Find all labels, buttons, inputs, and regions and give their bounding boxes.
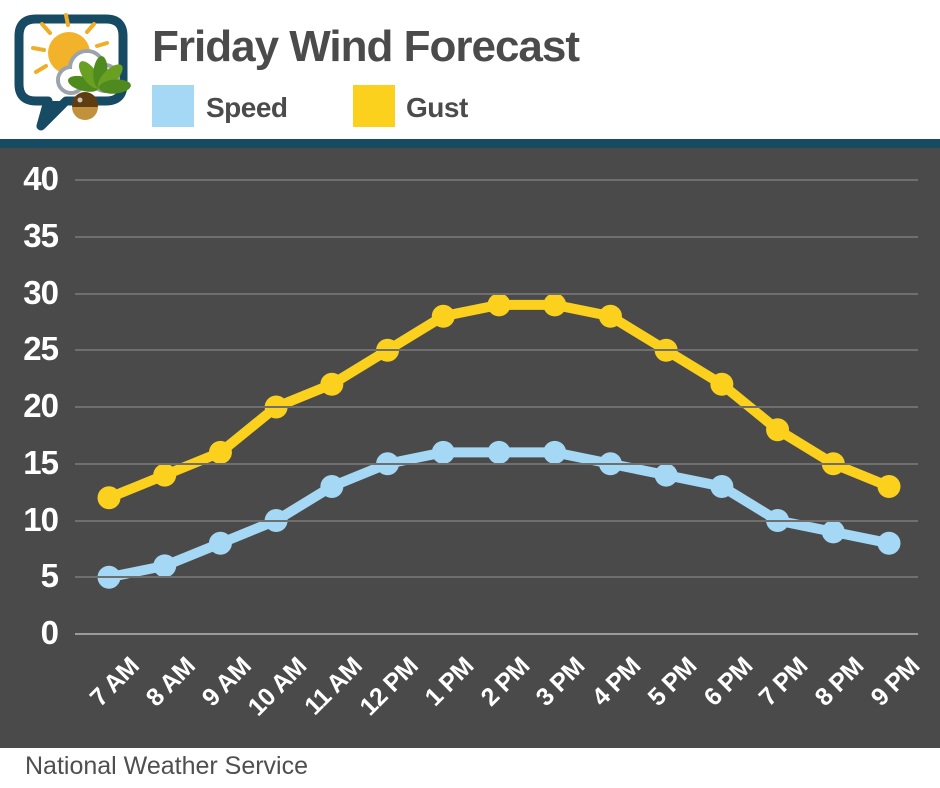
gridline bbox=[75, 462, 918, 465]
legend-label-speed: Speed bbox=[206, 92, 288, 123]
gust-data-point bbox=[598, 304, 622, 328]
gridline bbox=[75, 406, 918, 408]
gust-data-point bbox=[431, 304, 455, 328]
y-axis-label: 10 bbox=[23, 500, 59, 538]
speed-data-point bbox=[153, 554, 177, 578]
gust-data-point bbox=[877, 474, 901, 498]
gridline bbox=[75, 179, 918, 181]
speed-data-point bbox=[821, 520, 845, 544]
speed-data-point bbox=[654, 463, 678, 487]
speed-data-point bbox=[487, 440, 511, 464]
y-axis-label: 15 bbox=[23, 443, 59, 481]
y-axis-label: 0 bbox=[40, 614, 59, 651]
gust-data-point bbox=[320, 372, 344, 396]
legend-label-gust: Gust bbox=[406, 92, 468, 123]
y-axis-label: 20 bbox=[23, 387, 59, 424]
gust-line bbox=[104, 299, 894, 503]
gridline bbox=[75, 349, 918, 352]
gust-data-point bbox=[710, 372, 734, 396]
gridline bbox=[75, 292, 918, 295]
acorn-icon bbox=[72, 92, 98, 120]
gridline bbox=[75, 576, 918, 579]
gust-data-point bbox=[153, 463, 177, 487]
legend-swatch-gust bbox=[353, 85, 395, 127]
speed-data-point bbox=[431, 440, 455, 464]
speed-data-point bbox=[543, 440, 567, 464]
y-axis-label: 35 bbox=[23, 216, 59, 254]
source-attribution: National Weather Service bbox=[25, 752, 309, 780]
gridline bbox=[75, 235, 918, 238]
speed-data-point bbox=[208, 531, 232, 555]
legend-swatch-speed bbox=[152, 85, 194, 127]
gust-data-point bbox=[543, 293, 567, 317]
gust-data-point bbox=[208, 440, 232, 464]
y-axis-label: 25 bbox=[23, 330, 59, 368]
sun-icon bbox=[31, 13, 109, 74]
y-axis-label: 30 bbox=[23, 273, 59, 311]
gust-data-point bbox=[487, 293, 511, 317]
leaf-icon bbox=[67, 56, 131, 94]
chart-area: 0 5 10 15 20 25 30 35 40 7 AM 8 AM 9 AM 10 AM 11 AM 12… bbox=[0, 148, 940, 748]
nws-logo bbox=[14, 13, 131, 131]
accent-divider bbox=[0, 139, 940, 148]
speed-data-point bbox=[710, 474, 734, 498]
speed-data-point bbox=[320, 474, 344, 498]
gust-data-point bbox=[97, 486, 121, 510]
chart-title: Friday Wind Forecast bbox=[152, 22, 580, 71]
speed-data-point bbox=[877, 531, 901, 555]
x-axis-line bbox=[75, 633, 918, 635]
y-axis-label: 40 bbox=[23, 160, 59, 197]
header: Friday Wind Forecast Speed Gust bbox=[0, 0, 940, 139]
gridline bbox=[75, 519, 918, 522]
y-axis-label: 5 bbox=[40, 557, 59, 595]
gust-data-point bbox=[766, 418, 790, 442]
footer: National Weather Service bbox=[0, 748, 940, 788]
